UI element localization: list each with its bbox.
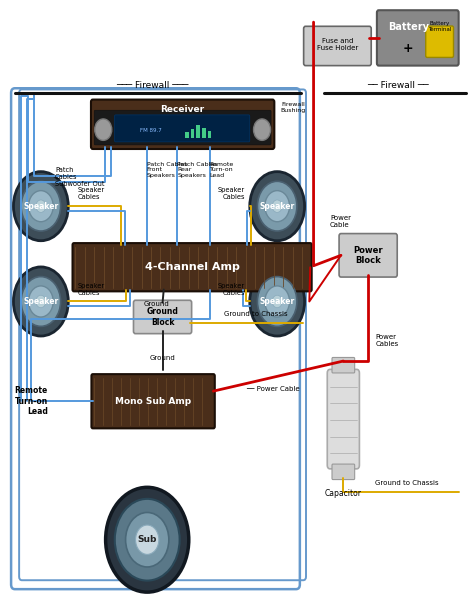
Text: Speaker
Cables: Speaker Cables (218, 187, 245, 200)
Text: 4-Channel Amp: 4-Channel Amp (145, 262, 239, 272)
FancyBboxPatch shape (426, 26, 454, 57)
Circle shape (21, 181, 61, 231)
Text: Receiver: Receiver (161, 106, 205, 115)
Circle shape (36, 200, 46, 213)
Text: Speaker: Speaker (260, 202, 295, 211)
FancyBboxPatch shape (134, 300, 191, 334)
Bar (208, 131, 211, 139)
FancyBboxPatch shape (339, 233, 397, 277)
Text: Power
Cable: Power Cable (330, 214, 351, 227)
Circle shape (13, 267, 68, 336)
Circle shape (250, 171, 305, 241)
FancyBboxPatch shape (73, 243, 312, 291)
FancyBboxPatch shape (332, 464, 355, 479)
Text: Ground: Ground (150, 355, 175, 361)
Text: +: + (403, 42, 414, 54)
Bar (202, 128, 206, 139)
Text: Ground to Chassis: Ground to Chassis (224, 310, 288, 317)
Text: Fuse and
Fuse Holder: Fuse and Fuse Holder (317, 38, 358, 51)
FancyBboxPatch shape (91, 374, 215, 428)
Text: ── Power Cable: ── Power Cable (246, 386, 300, 392)
Circle shape (126, 512, 169, 567)
FancyBboxPatch shape (377, 10, 459, 66)
Text: Ground: Ground (144, 301, 170, 307)
Text: Patch Cables
Rear
Speakers: Patch Cables Rear Speakers (177, 162, 218, 178)
FancyBboxPatch shape (332, 358, 355, 373)
Circle shape (13, 171, 68, 241)
Text: Mono Sub Amp: Mono Sub Amp (115, 397, 191, 406)
Circle shape (115, 499, 180, 581)
Circle shape (28, 286, 53, 317)
Circle shape (265, 286, 290, 317)
Circle shape (272, 296, 282, 307)
FancyBboxPatch shape (115, 115, 250, 142)
Text: Speaker: Speaker (260, 297, 295, 306)
Text: Battery: Battery (388, 21, 429, 32)
Text: ─── Firewall ───: ─── Firewall ─── (116, 81, 188, 90)
Text: Remote
Turn-on
Lead: Remote Turn-on Lead (15, 386, 48, 416)
Bar (185, 133, 189, 139)
Circle shape (254, 119, 271, 140)
Text: Sub: Sub (137, 536, 157, 544)
Circle shape (95, 119, 112, 140)
Circle shape (36, 296, 46, 307)
Text: Ground
Block: Ground Block (146, 307, 179, 327)
Text: Battery
Terminal: Battery Terminal (428, 21, 451, 32)
Text: Power
Block: Power Block (353, 245, 383, 265)
Bar (196, 125, 200, 139)
FancyBboxPatch shape (91, 100, 274, 149)
Text: Ground to Chassis: Ground to Chassis (375, 480, 439, 486)
Circle shape (257, 276, 297, 327)
Circle shape (136, 525, 159, 555)
FancyBboxPatch shape (327, 370, 359, 469)
Text: Speaker
Cables: Speaker Cables (218, 282, 245, 296)
Text: Speaker: Speaker (23, 297, 58, 306)
Text: Speaker
Cables: Speaker Cables (78, 282, 105, 296)
Circle shape (21, 276, 61, 327)
FancyBboxPatch shape (304, 26, 371, 66)
Circle shape (272, 200, 282, 213)
Circle shape (265, 190, 290, 221)
Text: FM 89.7: FM 89.7 (140, 128, 162, 134)
Bar (191, 129, 194, 139)
Text: Speaker
Cables: Speaker Cables (78, 187, 105, 200)
Text: Remote
Turn-on
Lead: Remote Turn-on Lead (210, 162, 234, 178)
Circle shape (28, 190, 53, 221)
Text: Speaker: Speaker (23, 202, 58, 211)
FancyBboxPatch shape (94, 110, 271, 145)
Circle shape (250, 267, 305, 336)
Circle shape (257, 181, 297, 231)
Circle shape (106, 487, 189, 592)
Text: Capacitor: Capacitor (325, 489, 362, 498)
Text: Power
Cables: Power Cables (375, 334, 399, 347)
Text: Firewall
Bushing: Firewall Bushing (280, 102, 306, 113)
Text: Patch Cables
Front
Speakers: Patch Cables Front Speakers (147, 162, 187, 178)
Text: Patch
Cables
Subwoofer Out: Patch Cables Subwoofer Out (55, 168, 105, 187)
Text: ── Firewall ──: ── Firewall ── (367, 81, 428, 90)
